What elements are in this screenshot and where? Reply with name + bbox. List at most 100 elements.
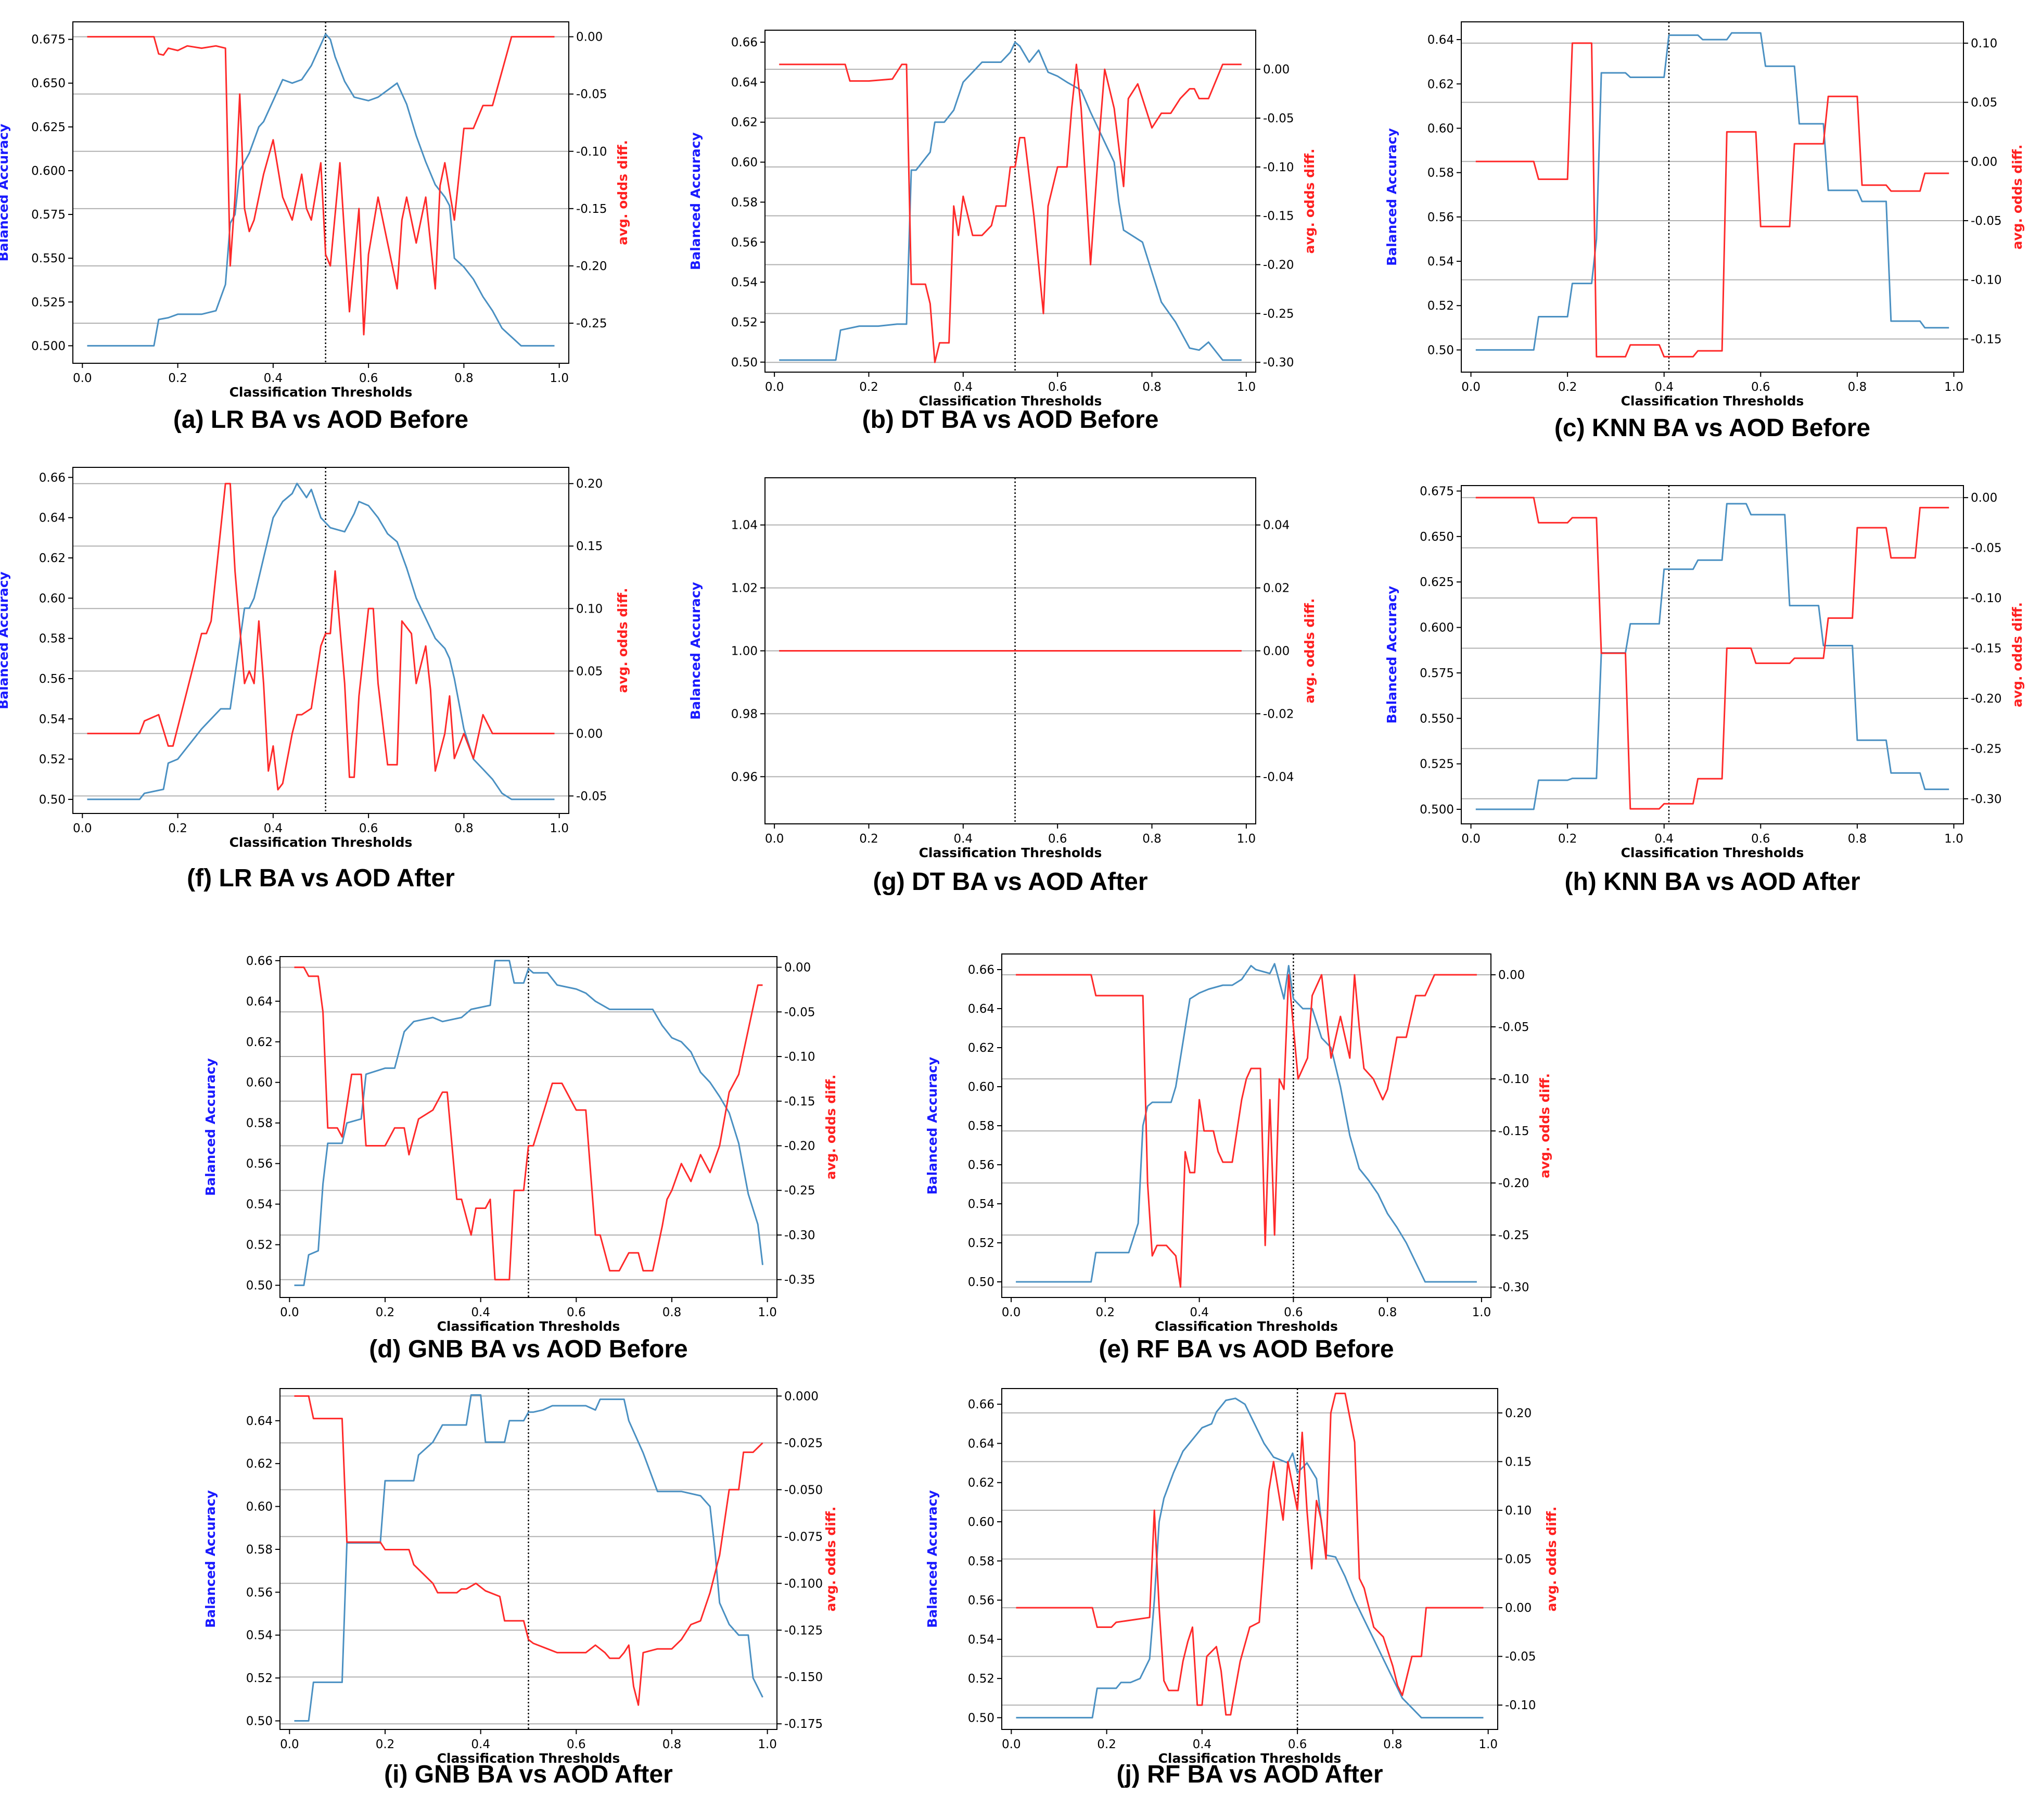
panel-caption: (g) DT BA vs AOD After: [873, 868, 1148, 896]
x-tick-label: 1.0: [1478, 1738, 1498, 1751]
y-tick-label: 1.04: [731, 519, 758, 532]
y2-axis-title: avg. odds diff.: [1302, 598, 1317, 703]
y-tick-label: 0.58: [246, 1117, 273, 1130]
x-tick-label: 0.2: [1097, 1738, 1116, 1751]
x-tick-label: 0.4: [471, 1738, 490, 1751]
y2-tick-label: 0.00: [1505, 1601, 1532, 1615]
y-axis-title: Balanced Accuracy: [0, 124, 11, 262]
y-tick-label: 0.675: [1420, 485, 1454, 498]
x-axis-title: Classification Thresholds: [1621, 845, 1804, 860]
panel-caption: (a) LR BA vs AOD Before: [173, 406, 468, 434]
plot-frame: [72, 467, 569, 814]
y2-tick-label: -0.20: [1498, 1177, 1529, 1190]
y2-tick-label: -0.150: [784, 1671, 823, 1684]
y-tick-label: 0.58: [246, 1543, 273, 1557]
panel-caption: (b) DT BA vs AOD Before: [862, 406, 1159, 434]
y-tick-label: 0.62: [246, 1457, 273, 1471]
y-tick-label: 0.525: [31, 296, 66, 309]
y-tick-label: 0.650: [1420, 530, 1454, 544]
y-tick-label: 0.52: [968, 1237, 994, 1250]
aod-series-line: [87, 482, 555, 791]
y2-tick-label: 0.15: [576, 540, 603, 553]
y-tick-label: 0.60: [1427, 122, 1454, 135]
y2-axis-title: avg. odds diff.: [1537, 1073, 1552, 1178]
y2-tick-label: 0.00: [784, 961, 811, 975]
plot-frame: [72, 21, 569, 364]
y-tick-label: 0.62: [968, 1477, 994, 1490]
y-tick-label: 0.58: [968, 1119, 994, 1133]
plot-frame: [1461, 21, 1964, 373]
y-tick-label: 0.500: [31, 339, 66, 353]
y-tick-label: 0.60: [246, 1500, 273, 1514]
y-tick-label: 0.64: [246, 1415, 273, 1428]
x-tick-label: 0.6: [1288, 1738, 1307, 1751]
y-tick-label: 0.56: [968, 1594, 994, 1608]
y-tick-label: 0.60: [968, 1516, 994, 1529]
y2-tick-label: -0.05: [1971, 542, 2002, 555]
y-tick-label: 0.96: [731, 770, 758, 784]
y-tick-label: 0.650: [31, 77, 66, 91]
y-tick-label: 0.58: [968, 1555, 994, 1568]
y2-tick-label: -0.30: [1498, 1281, 1529, 1294]
panel-b: 0.0 0.2 0.4 0.6 0.8 1.0 0.50 0.52 0.54 0.56 0.58 0.…: [688, 30, 1317, 434]
y-tick-label: 0.575: [1420, 667, 1454, 680]
y2-tick-label: -0.05: [1263, 112, 1294, 125]
x-tick-label: 0.0: [765, 832, 784, 846]
y2-tick-label: -0.15: [1971, 642, 2002, 655]
panel-caption: (d) GNB BA vs AOD Before: [369, 1335, 688, 1363]
panel-j: 0.0 0.2 0.4 0.6 0.8 1.0 0.50 0.52 0.54 0.56 0.58 0.…: [925, 1388, 1559, 1788]
y2-tick-label: 0.05: [1971, 96, 1997, 110]
aod-series-line: [87, 36, 555, 336]
x-tick-label: 0.2: [859, 380, 878, 394]
y-tick-label: 0.52: [39, 753, 66, 767]
panel-caption: (j) RF BA vs AOD After: [1116, 1761, 1383, 1788]
x-tick-label: 0.2: [1096, 1306, 1115, 1319]
panel-c: 0.0 0.2 0.4 0.6 0.8 1.0 0.50 0.52 0.54 0.56 0.58 0.…: [1384, 21, 2025, 442]
y2-axis-title: avg. odds diff.: [823, 1074, 838, 1179]
x-tick-label: 0.8: [1383, 1738, 1402, 1751]
y2-tick-label: 0.10: [576, 602, 603, 616]
y-tick-label: 0.625: [31, 121, 66, 134]
y-tick-label: 0.50: [968, 1276, 994, 1289]
y2-tick-label: -0.10: [1263, 161, 1294, 174]
y-tick-label: 0.58: [39, 632, 66, 646]
x-tick-label: 0.4: [264, 822, 283, 835]
y2-tick-label: -0.30: [1263, 356, 1294, 370]
x-tick-label: 0.8: [1142, 832, 1162, 846]
x-axis-title: Classification Thresholds: [919, 845, 1102, 860]
y-tick-label: 0.500: [1420, 803, 1454, 817]
x-tick-label: 0.0: [1002, 1738, 1021, 1751]
y-tick-label: 0.550: [31, 252, 66, 265]
x-tick-label: 0.0: [1002, 1306, 1021, 1319]
y-tick-label: 0.50: [1427, 343, 1454, 357]
y2-tick-label: 0.00: [1498, 969, 1525, 982]
y2-axis-title: avg. odds diff.: [2010, 602, 2025, 707]
y-tick-label: 0.54: [39, 712, 66, 726]
y-tick-label: 0.56: [1427, 211, 1454, 224]
y-tick-label: 0.66: [246, 954, 273, 968]
y-tick-label: 0.56: [246, 1157, 273, 1171]
y2-tick-label: 0.05: [1505, 1553, 1532, 1567]
y-tick-label: 0.58: [1427, 167, 1454, 180]
y-tick-label: 0.54: [246, 1629, 273, 1643]
x-tick-label: 1.0: [758, 1738, 777, 1751]
ba-series-line: [87, 33, 555, 347]
y2-tick-label: -0.05: [1505, 1650, 1536, 1664]
y-tick-label: 0.62: [39, 552, 66, 565]
y-tick-label: 0.550: [1420, 712, 1454, 726]
y2-tick-label: -0.25: [784, 1184, 815, 1198]
x-axis-title: Classification Thresholds: [437, 1751, 620, 1766]
x-tick-label: 0.0: [1461, 380, 1481, 394]
y-tick-label: 0.64: [1427, 33, 1454, 47]
x-tick-label: 0.4: [471, 1306, 490, 1319]
x-tick-label: 0.0: [280, 1738, 299, 1751]
y2-tick-label: 0.00: [1263, 645, 1290, 658]
y-tick-label: 0.64: [968, 1437, 994, 1450]
x-tick-label: 0.2: [1558, 380, 1577, 394]
y-tick-label: 0.66: [968, 963, 994, 977]
y2-tick-label: -0.20: [784, 1140, 815, 1153]
y-tick-label: 0.675: [31, 33, 66, 47]
y-tick-label: 0.600: [31, 164, 66, 178]
y2-tick-label: -0.05: [1971, 214, 2002, 228]
x-tick-label: 0.8: [1848, 380, 1867, 394]
